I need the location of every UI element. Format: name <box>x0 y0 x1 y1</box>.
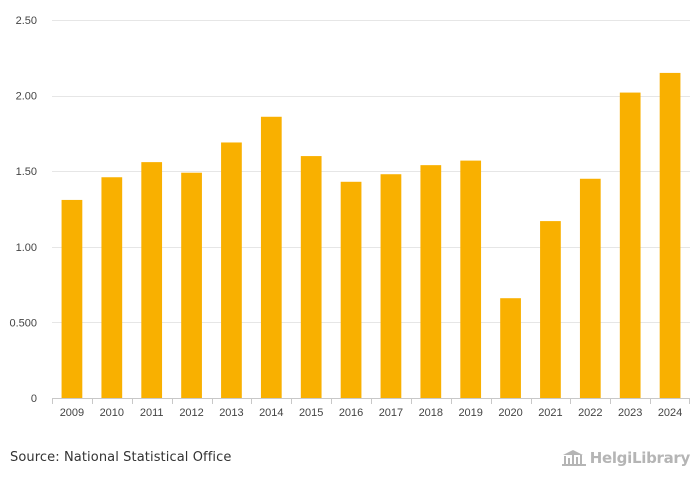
bar-2011[interactable] <box>141 162 163 398</box>
x-tick-label: 2022 <box>578 407 602 419</box>
y-tick-label: 0 <box>31 393 37 405</box>
y-axis: 0 0.500 1.00 1.50 2.00 2.50 <box>9 15 37 405</box>
bar-2014[interactable] <box>260 116 282 398</box>
y-tick-label: 0.500 <box>9 317 37 329</box>
bar-2010[interactable] <box>101 177 123 398</box>
x-tick-label: 2021 <box>538 407 562 419</box>
bar-2013[interactable] <box>221 142 242 398</box>
bar-2019[interactable] <box>460 160 482 398</box>
x-tick-label: 2009 <box>60 407 84 419</box>
bar-2020[interactable] <box>500 298 521 398</box>
x-tick-label: 2011 <box>140 407 164 419</box>
bar-2024[interactable] <box>659 72 681 399</box>
x-tick-label: 2017 <box>379 407 403 419</box>
x-axis: 2009 2010 2011 2012 2013 2014 2015 2016 2017 2018… <box>52 398 690 419</box>
bar-2016[interactable] <box>340 181 362 398</box>
x-tick-label: 2018 <box>419 407 443 419</box>
bar-2023[interactable] <box>619 92 641 399</box>
y-tick-label: 1.50 <box>16 166 37 178</box>
library-building-icon <box>561 450 586 466</box>
brand-name: HelgiLibrary <box>589 449 691 467</box>
bars-layer <box>61 72 681 399</box>
x-tick-label: 2023 <box>618 407 642 419</box>
x-tick-label: 2012 <box>179 407 203 419</box>
x-tick-label: 2016 <box>339 407 363 419</box>
x-tick-label: 2019 <box>458 407 482 419</box>
bar-2022[interactable] <box>579 178 601 398</box>
x-tick-label: 2020 <box>498 407 522 419</box>
x-tick-label: 2014 <box>259 407 283 419</box>
brand-watermark: HelgiLibrary <box>561 449 690 467</box>
bar-2015[interactable] <box>300 156 322 398</box>
y-tick-label: 2.50 <box>16 15 37 27</box>
bar-2021[interactable] <box>540 221 561 398</box>
x-tick-label: 2024 <box>658 407 682 419</box>
y-tick-label: 1.00 <box>16 242 37 254</box>
x-tick-label: 2010 <box>100 407 124 419</box>
x-tick-label: 2015 <box>299 407 323 419</box>
bar-2018[interactable] <box>420 165 442 398</box>
bar-2017[interactable] <box>380 174 402 398</box>
bar-2012[interactable] <box>181 172 202 398</box>
source-note: Source: National Statistical Office <box>10 450 232 465</box>
y-tick-label: 2.00 <box>16 91 37 103</box>
x-tick-label: 2013 <box>219 407 243 419</box>
bar-2009[interactable] <box>61 199 83 398</box>
